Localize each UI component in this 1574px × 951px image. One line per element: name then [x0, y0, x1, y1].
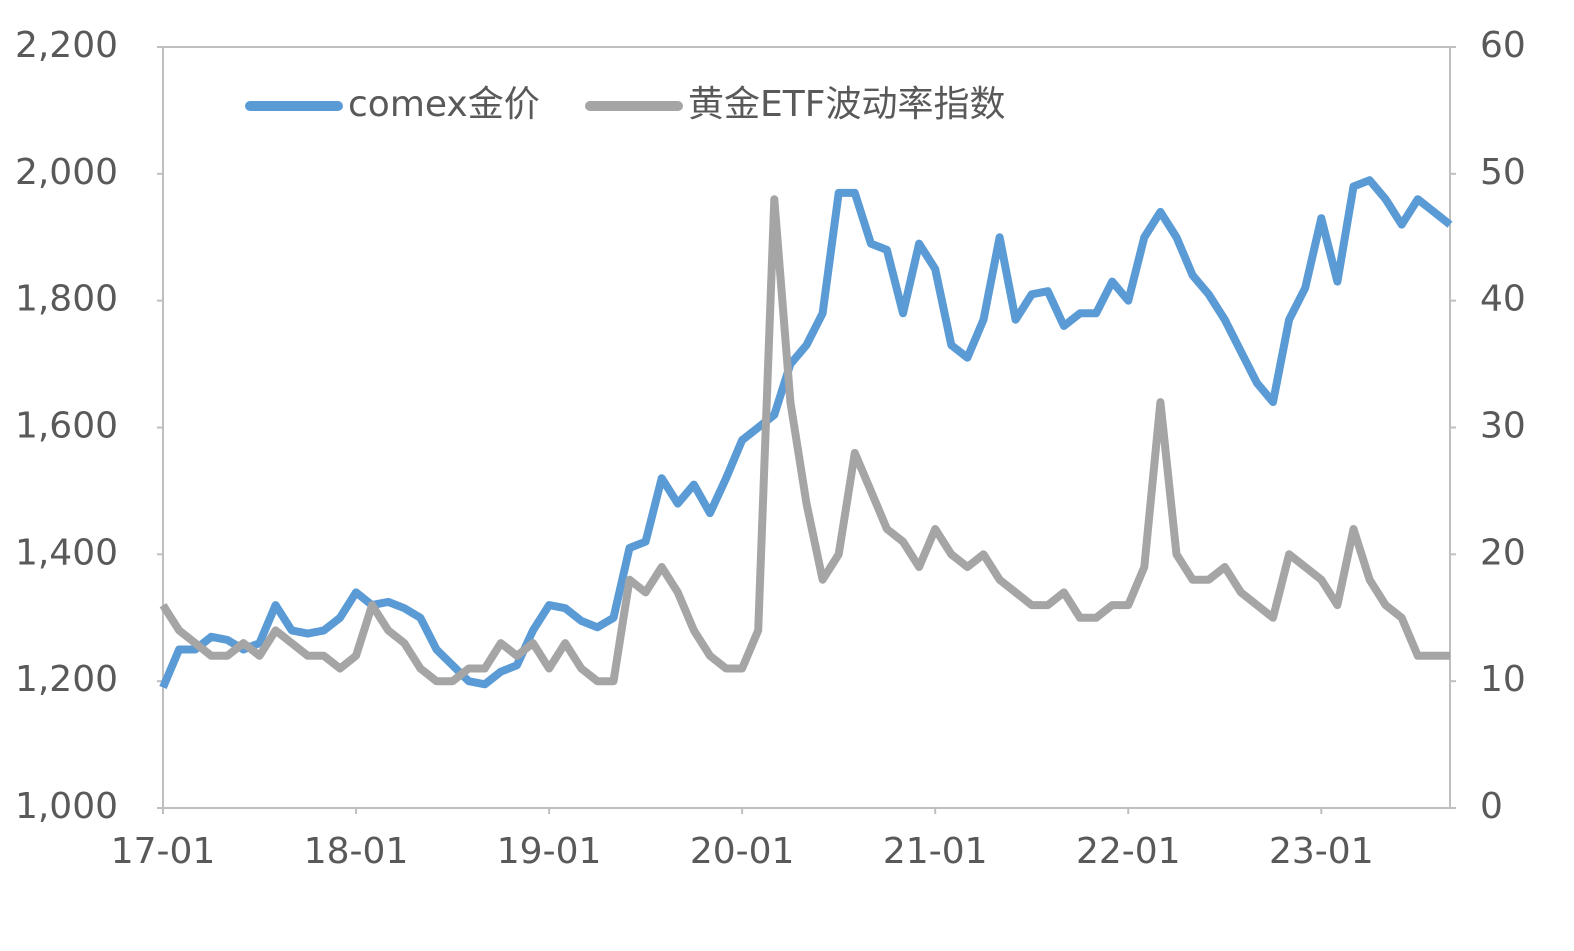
x-tick-label: 17-01 — [111, 831, 216, 872]
y-tick-label: 1,200 — [15, 659, 118, 700]
y2-tick-label: 0 — [1480, 786, 1503, 827]
y-tick-label: 1,800 — [15, 279, 118, 320]
plot-frame — [162, 46, 1451, 809]
y-tick-label: 2,200 — [15, 25, 118, 66]
x-tick-label: 23-01 — [1269, 831, 1374, 872]
series-line — [159, 176, 1453, 690]
y2-tick-label: 20 — [1480, 532, 1526, 573]
legend-label: comex金价 — [348, 84, 540, 125]
legend-label: 黄金ETF波动率指数 — [688, 84, 1005, 125]
series-line — [159, 195, 1450, 686]
x-tick-label: 18-01 — [304, 831, 409, 872]
x-tick-label: 21-01 — [883, 831, 988, 872]
y2-tick-label: 40 — [1480, 279, 1526, 320]
y-tick-label: 1,400 — [15, 532, 118, 573]
y2-tick-label: 10 — [1480, 659, 1526, 700]
y2-tick-label: 30 — [1480, 406, 1526, 447]
y-tick-label: 2,000 — [15, 152, 118, 193]
y2-tick-label: 50 — [1480, 152, 1526, 193]
y-tick-label: 1,600 — [15, 406, 118, 447]
x-tick-label: 22-01 — [1076, 831, 1181, 872]
y2-tick-label: 60 — [1480, 25, 1526, 66]
x-tick-label: 19-01 — [497, 831, 602, 872]
y-tick-label: 1,000 — [15, 786, 118, 827]
x-tick-label: 20-01 — [690, 831, 795, 872]
